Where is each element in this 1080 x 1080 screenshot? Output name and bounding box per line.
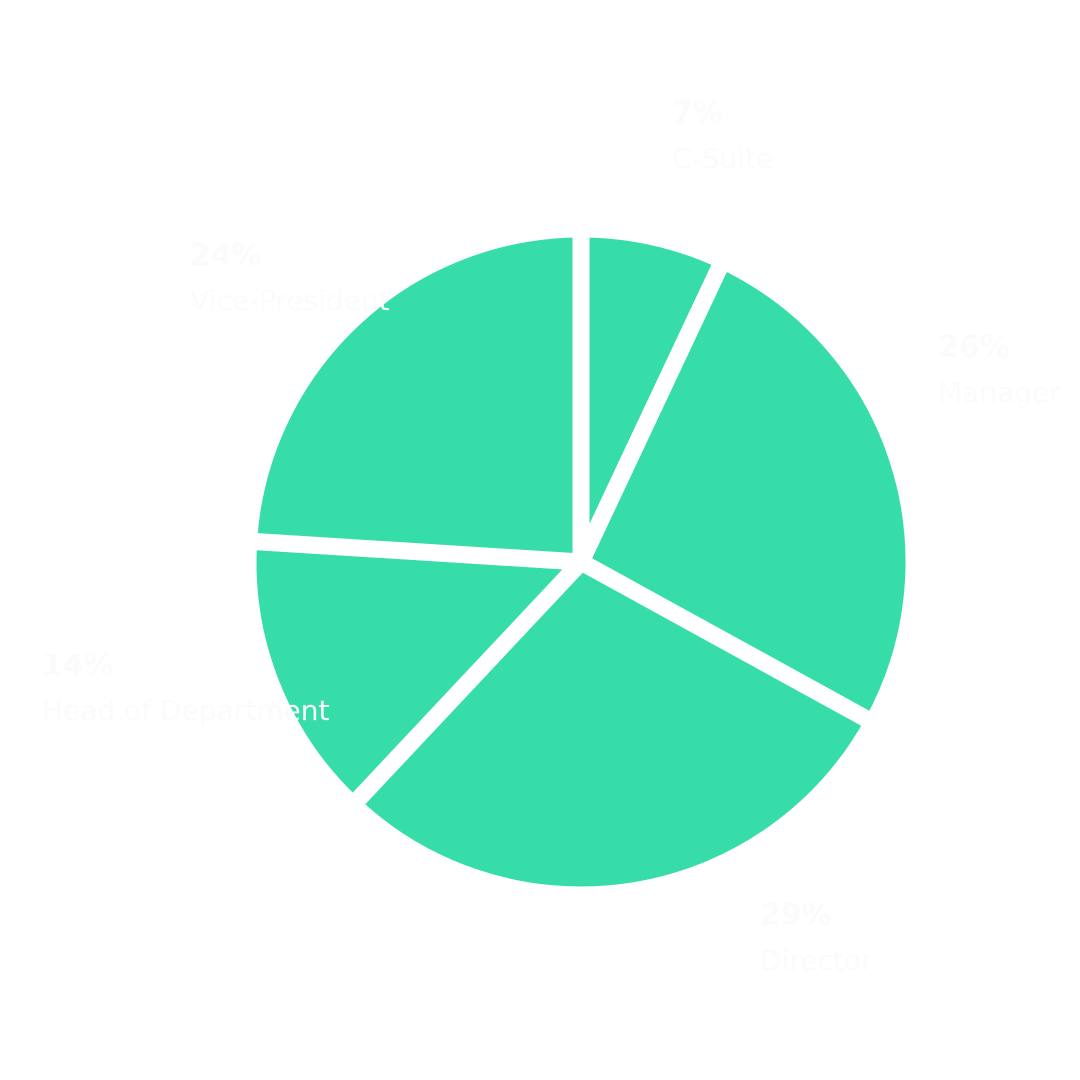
label-director: 29% Director bbox=[760, 898, 872, 978]
label-head-of-department: 14% Head of Department bbox=[42, 648, 329, 728]
category-label: Director bbox=[760, 944, 873, 977]
category-label: Head of Department bbox=[42, 694, 330, 727]
data-label: 26% bbox=[938, 330, 1010, 365]
label-manager: 26% Manager bbox=[938, 330, 1061, 410]
data-label: 29% bbox=[760, 898, 832, 933]
category-label: Vice-President bbox=[190, 284, 390, 317]
data-label: 24% bbox=[190, 238, 262, 273]
data-label: 14% bbox=[42, 648, 114, 683]
category-label: C-Suite bbox=[672, 142, 774, 175]
category-label: Manager bbox=[938, 376, 1061, 409]
pie-slice-director bbox=[344, 553, 882, 904]
label-vice-president: 24% Vice-President bbox=[190, 238, 390, 318]
pie-slice-head-of-department bbox=[239, 532, 590, 814]
pie-slice-vice-president bbox=[240, 220, 590, 571]
label-c-suite: 7% C-Suite bbox=[672, 96, 773, 176]
data-label: 7% bbox=[672, 96, 723, 131]
